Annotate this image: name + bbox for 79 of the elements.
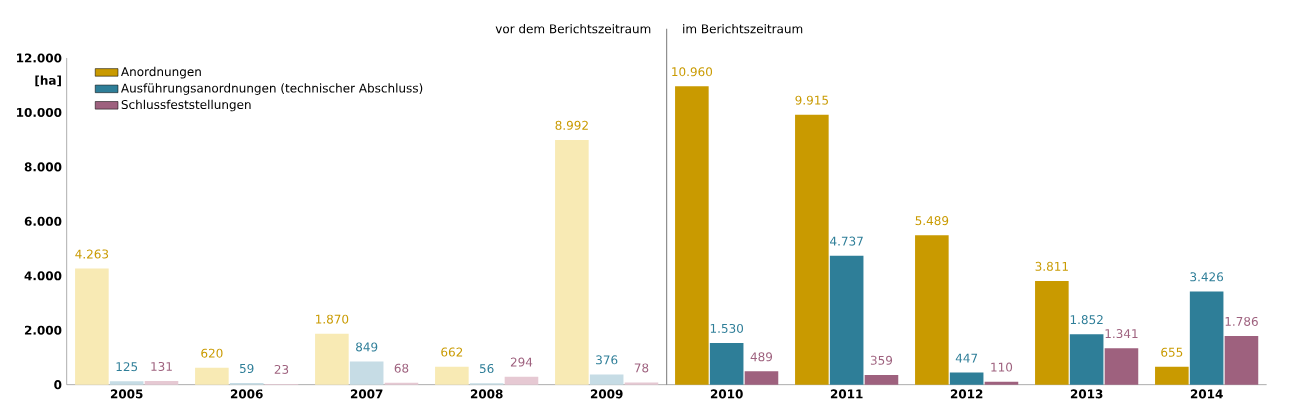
data-label: 3.811 xyxy=(1035,261,1068,271)
bar xyxy=(1224,336,1259,385)
data-label: 4.263 xyxy=(75,249,109,259)
data-label: 294 xyxy=(510,357,533,367)
data-label: 59 xyxy=(239,363,254,373)
y-tick-label: 8.000 xyxy=(24,162,62,172)
y-tick-label: 0 xyxy=(54,380,62,390)
x-tick-label: 2013 xyxy=(1070,389,1103,399)
bar xyxy=(504,376,539,385)
data-label: 376 xyxy=(596,355,618,365)
x-tick-label: 2006 xyxy=(230,389,263,399)
bar xyxy=(1069,334,1104,385)
bar xyxy=(1104,348,1139,385)
data-label: 447 xyxy=(955,353,978,363)
data-label: 1.786 xyxy=(1225,316,1258,326)
data-label: 56 xyxy=(479,364,494,374)
data-label: 10.960 xyxy=(672,67,713,77)
bar xyxy=(349,361,384,385)
bar xyxy=(744,371,779,385)
data-label: 489 xyxy=(750,352,773,362)
data-label: 359 xyxy=(870,355,893,365)
data-label: 1.530 xyxy=(710,323,744,333)
x-tick-label: 2011 xyxy=(830,389,863,399)
y-tick-label: 10.000 xyxy=(17,107,62,117)
bar xyxy=(435,366,469,385)
bar xyxy=(984,381,1019,385)
x-tick-label: 2009 xyxy=(590,389,623,399)
y-tick-label: 2.000 xyxy=(24,325,62,335)
bar xyxy=(195,367,229,385)
data-label: 110 xyxy=(991,362,1013,372)
bar xyxy=(624,382,659,385)
bar xyxy=(555,139,589,385)
bar xyxy=(315,333,349,385)
x-tick-label: 2007 xyxy=(350,389,383,399)
bar xyxy=(75,268,109,385)
data-label: 662 xyxy=(441,347,463,357)
bar xyxy=(795,114,829,385)
x-tick-label: 2008 xyxy=(470,389,503,399)
data-label: 620 xyxy=(201,348,223,358)
y-tick-label: 6.000 xyxy=(24,216,62,226)
data-label: 4.737 xyxy=(830,236,863,246)
data-label: 1.341 xyxy=(1105,329,1138,339)
x-tick-label: 2012 xyxy=(950,389,983,399)
bar xyxy=(949,372,984,385)
y-tick-label: 12.000 xyxy=(17,53,62,63)
bar xyxy=(1155,366,1189,385)
data-label: 8.992 xyxy=(555,120,588,130)
x-tick-label: 2014 xyxy=(1190,389,1223,399)
bar xyxy=(709,343,744,385)
bar xyxy=(1189,291,1224,385)
data-label: 68 xyxy=(394,363,409,373)
legend-label: Anordnungen xyxy=(121,66,201,79)
data-label: 9.915 xyxy=(795,95,828,105)
text: vor dem Berichtszeitraum xyxy=(495,24,651,34)
y-tick-label: 4.000 xyxy=(24,271,62,281)
text: im Berichtszeitraum xyxy=(683,24,803,34)
y-axis-title: [ha] xyxy=(35,75,61,87)
data-label: 131 xyxy=(151,361,172,372)
data-label: 1.870 xyxy=(316,314,349,324)
data-label: 849 xyxy=(356,342,378,352)
bar xyxy=(144,381,179,385)
data-label: 78 xyxy=(634,363,649,373)
data-label: 5.489 xyxy=(915,216,949,226)
bar xyxy=(109,381,144,385)
data-label: 1.852 xyxy=(1070,315,1103,325)
bar xyxy=(1035,280,1069,385)
data-label: 655 xyxy=(1161,347,1183,357)
bar xyxy=(864,374,899,385)
data-label: 23 xyxy=(274,364,289,374)
x-tick-label: 2005 xyxy=(110,389,143,399)
bar xyxy=(675,86,709,385)
bar xyxy=(589,374,624,385)
x-tick-label: 2010 xyxy=(710,389,743,399)
legend-label: Schlussfeststellungen xyxy=(121,99,251,112)
bar xyxy=(915,235,949,385)
legend-label: Ausführungsanordnungen (technischer Abschluss) xyxy=(121,83,423,95)
data-label: 3.426 xyxy=(1190,272,1224,282)
data-label: 125 xyxy=(116,362,138,372)
bar xyxy=(829,255,864,385)
